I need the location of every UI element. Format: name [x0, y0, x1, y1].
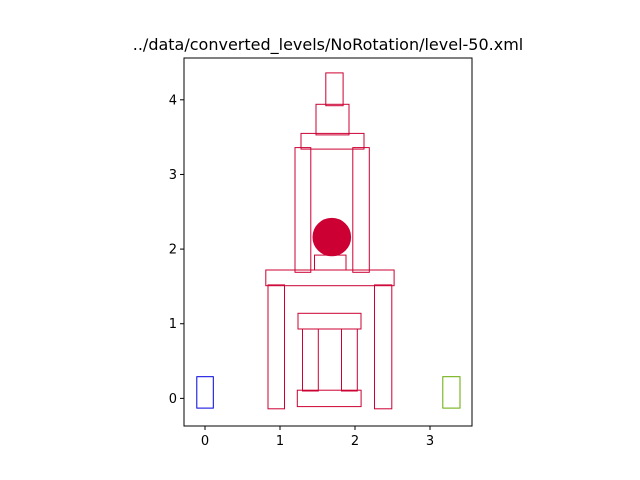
block-inner-right-post — [341, 328, 358, 392]
block-goal — [442, 376, 461, 409]
axes-frame — [183, 57, 473, 427]
y-axis-ticks: 0 1 2 3 4 — [169, 93, 184, 407]
block-upper-left-pillar — [294, 147, 312, 273]
y-tick-label: 0 — [169, 392, 177, 407]
block-top-plank — [300, 132, 365, 150]
x-tick-label: 0 — [201, 434, 209, 449]
x-axis-ticks: 0 1 2 3 — [201, 426, 434, 449]
block-middle-plank — [297, 312, 362, 330]
y-tick-label: 2 — [169, 243, 177, 258]
block-inner-left-post — [302, 328, 319, 392]
pig-ball — [312, 217, 352, 257]
block-top-square — [315, 103, 350, 136]
block-small-block — [314, 254, 347, 271]
block-big-plank — [265, 269, 395, 287]
block-top-cap — [325, 72, 344, 107]
block-slingshot — [196, 376, 214, 409]
block-right-pillar — [374, 284, 393, 410]
block-upper-right-pillar — [352, 147, 370, 273]
chart-title: ../data/converted_levels/NoRotation/leve… — [133, 35, 523, 55]
x-tick-label: 1 — [276, 434, 284, 449]
block-left-pillar — [267, 284, 285, 410]
plot-marks — [196, 72, 461, 410]
x-tick-label: 2 — [351, 434, 359, 449]
y-tick-label: 3 — [169, 168, 177, 183]
block-bottom-plank — [296, 389, 362, 408]
x-tick-label: 3 — [426, 434, 434, 449]
y-tick-label: 4 — [169, 93, 177, 108]
y-tick-label: 1 — [169, 317, 177, 332]
